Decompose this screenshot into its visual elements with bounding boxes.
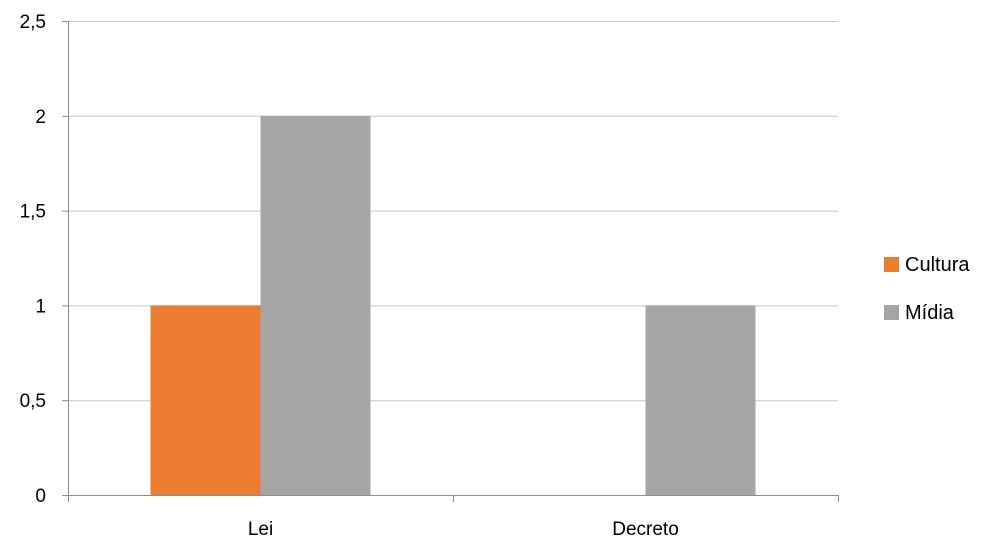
legend-swatch	[884, 305, 899, 320]
x-axis-ticks: Lei Decreto	[248, 519, 679, 538]
y-tick-label: 0	[35, 486, 46, 507]
y-tick-label: 2,5	[20, 12, 46, 33]
y-tick-label: 0,5	[20, 391, 46, 412]
bar-m-dia-lei	[260, 115, 371, 496]
y-tick-label: 1	[35, 296, 46, 317]
legend: Cultura Mídia	[884, 254, 970, 324]
x-tick-label: Decreto	[612, 519, 679, 538]
x-tick-label: Lei	[248, 519, 273, 538]
y-tick-label: 2	[35, 107, 46, 128]
bars	[150, 115, 756, 496]
legend-label: Cultura	[905, 254, 970, 276]
y-axis-ticks: 0 0,5 1 1,5 2 2,5	[20, 12, 46, 507]
bar-cultura-lei	[150, 305, 261, 495]
axes	[62, 21, 839, 502]
bar-m-dia-decreto	[645, 305, 756, 495]
y-tick-label: 1,5	[20, 202, 46, 223]
legend-label: Mídia	[905, 302, 955, 324]
legend-swatch	[884, 257, 899, 272]
